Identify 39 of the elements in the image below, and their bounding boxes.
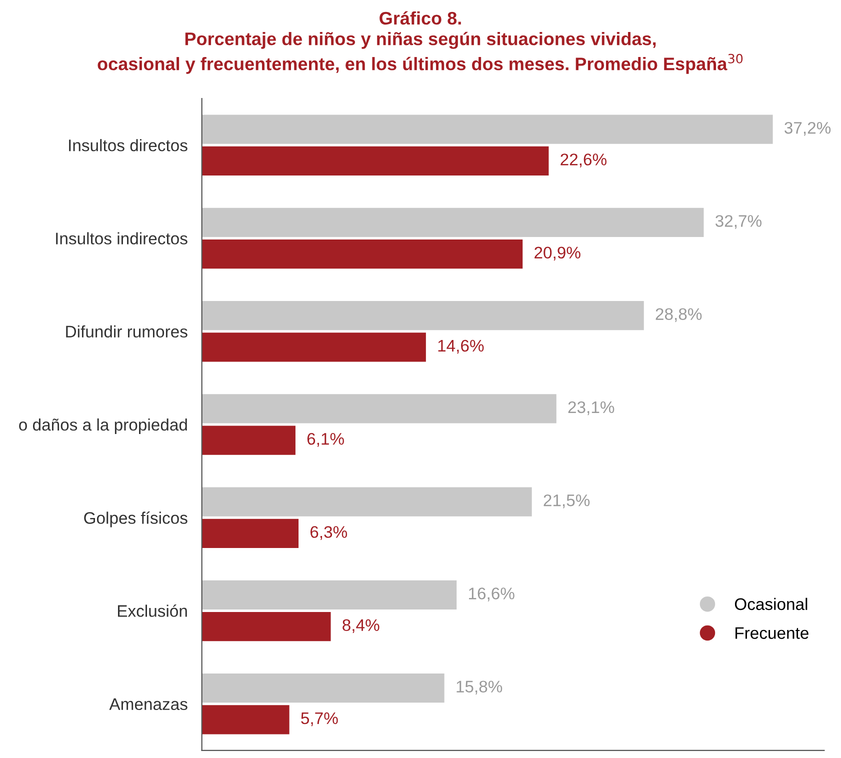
bar [202,146,549,176]
data-label: 6,3% [310,526,348,540]
data-label: 32,7% [715,215,762,229]
y-tick-label: Exclusión [118,604,187,617]
data-label: 6,1% [307,432,344,447]
bar [202,705,290,734]
data-label: 22,6% [560,154,606,168]
chart-subtitle: Porcentaje de niños y niñas según situaciones vividas, ocasional y frecuentemente, en los últimos dos meses. Promedio España$^{30}$ [98,32,743,74]
bar [202,332,426,362]
data-label: 15,8% [456,680,502,694]
bar [202,394,556,424]
y-tick-label: o daños a la propiedad [19,418,187,434]
data-label: 5,7% [301,712,338,726]
bar [202,487,532,516]
y-tick-label: Golpes físicos [84,511,188,528]
bar [202,580,457,610]
bar [202,300,644,330]
bar [202,208,704,237]
bar [202,518,299,548]
data-label: 28,8% [656,308,702,322]
data-label: 16,6% [469,588,514,602]
y-tick-label: Difundir rumores [66,325,188,338]
legend-label: Ocasional [734,598,808,610]
data-label: 14,6% [438,340,484,354]
bar [202,114,773,144]
y-tick-label: Insultos indirectos [56,232,188,244]
bar [202,673,444,703]
y-tick-label: Amenazas [109,698,188,710]
data-label: 37,2% [784,122,831,136]
bar [202,426,296,455]
data-label: 20,9% [534,246,580,261]
data-label: 21,5% [544,494,590,508]
legend-label: Frecuente [736,627,808,639]
bar [202,612,331,642]
chart-title: Gráfico 8. [380,11,461,25]
data-label: 8,4% [342,619,380,634]
data-label: 23,1% [568,401,614,416]
bar [202,239,523,269]
y-tick-label: Insultos directos [69,139,188,152]
